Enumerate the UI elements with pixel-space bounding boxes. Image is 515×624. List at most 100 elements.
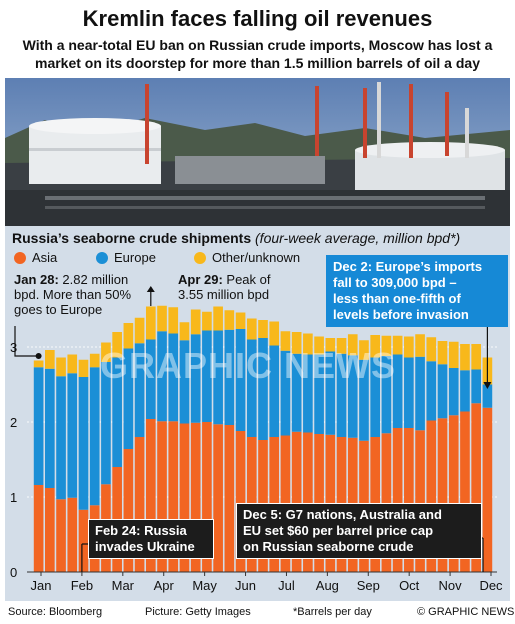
bar-europe-35 bbox=[426, 361, 437, 421]
bar-other-unknown-20 bbox=[258, 320, 268, 338]
x-tick-label-jul: Jul bbox=[278, 578, 295, 593]
bar-other-unknown-37 bbox=[448, 341, 459, 368]
bar-europe-23 bbox=[291, 353, 302, 432]
bar-other-unknown-6 bbox=[101, 342, 111, 362]
chart-unit-note: (four-week average, million bpd*) bbox=[255, 230, 461, 246]
x-tick-label-jun: Jun bbox=[235, 578, 256, 593]
bar-other-unknown-10 bbox=[145, 306, 156, 340]
annotation-dec2-line1: Dec 2: Europe’s imports bbox=[333, 259, 483, 274]
bar-europe-33 bbox=[404, 357, 414, 428]
bar-other-unknown-32 bbox=[392, 335, 403, 355]
bar-asia-34 bbox=[415, 430, 425, 572]
bar-europe-15 bbox=[202, 330, 212, 422]
bar-europe-36 bbox=[437, 364, 448, 419]
bar-europe-14 bbox=[190, 334, 201, 423]
annotation-apr29-text2: 3.55 million bpd bbox=[178, 287, 270, 302]
bar-asia-39 bbox=[471, 403, 481, 572]
y-tick-label: 2 bbox=[10, 415, 17, 430]
bar-europe-24 bbox=[303, 354, 313, 433]
bar-asia-17 bbox=[224, 425, 235, 572]
footer-credit: © GRAPHIC NEWS bbox=[417, 606, 515, 618]
bar-other-unknown-26 bbox=[325, 338, 336, 352]
leader-dec2-arrow bbox=[483, 382, 492, 389]
bar-other-unknown-24 bbox=[303, 333, 313, 355]
bar-asia-11 bbox=[157, 421, 167, 572]
bar-other-unknown-25 bbox=[314, 336, 324, 355]
bar-other-unknown-11 bbox=[157, 305, 167, 332]
bar-europe-10 bbox=[145, 339, 156, 419]
bar-other-unknown-21 bbox=[269, 321, 280, 346]
y-tick-label: 3 bbox=[10, 340, 17, 355]
bar-europe-13 bbox=[179, 340, 190, 424]
crude-shipments-chart: 0 1 2 3 Jan Feb Mar Apr May Jun Jul Aug Sep Oct Nov Dec bbox=[10, 286, 503, 593]
x-tick-label-oct: Oct bbox=[399, 578, 420, 593]
bar-other-unknown-14 bbox=[190, 309, 201, 335]
annotation-apr29-text1: Peak of bbox=[222, 272, 271, 287]
bar-europe-7 bbox=[112, 357, 122, 467]
bar-other-unknown-35 bbox=[426, 337, 437, 362]
bar-europe-34 bbox=[415, 356, 425, 431]
bar-europe-1 bbox=[45, 368, 55, 488]
bar-europe-21 bbox=[269, 345, 280, 437]
bar-asia-0 bbox=[33, 485, 44, 572]
bar-europe-11 bbox=[157, 331, 167, 422]
bar-other-unknown-31 bbox=[381, 335, 392, 356]
bar-other-unknown-13 bbox=[179, 322, 190, 341]
x-tick-label-mar: Mar bbox=[112, 578, 135, 593]
x-tick-label-apr: Apr bbox=[154, 578, 175, 593]
bar-europe-32 bbox=[392, 354, 403, 428]
bar-other-unknown-7 bbox=[112, 332, 122, 358]
bar-asia-35 bbox=[426, 420, 437, 572]
bar-europe-31 bbox=[381, 356, 392, 434]
bar-other-unknown-2 bbox=[56, 357, 66, 377]
annotation-dec5-line1: Dec 5: G7 nations, Australia and bbox=[243, 507, 442, 522]
bar-other-unknown-38 bbox=[460, 344, 470, 371]
annotation-apr29-head: Apr 29: bbox=[178, 272, 223, 287]
bar-asia-14 bbox=[190, 422, 201, 572]
annotation-feb24-line1: Feb 24: Russia bbox=[95, 523, 187, 538]
annotation-dec2-line3: less than one-fifth of bbox=[333, 291, 461, 306]
bar-europe-3 bbox=[67, 373, 78, 498]
bar-other-unknown-22 bbox=[280, 331, 291, 351]
bar-asia-18 bbox=[235, 431, 246, 572]
bar-europe-39 bbox=[471, 369, 481, 404]
bar-asia-31 bbox=[381, 433, 392, 572]
bar-asia-3 bbox=[67, 497, 78, 572]
bar-asia-40 bbox=[482, 407, 493, 572]
bar-europe-28 bbox=[347, 355, 358, 438]
bar-europe-5 bbox=[89, 367, 100, 506]
legend-item-other: Other/unknown bbox=[194, 250, 300, 265]
footer-picture: Picture: Getty Images bbox=[145, 606, 251, 618]
bar-europe-25 bbox=[314, 354, 324, 434]
annotation-dec5-line2: EU set $60 per barrel price cap bbox=[243, 523, 434, 538]
bar-other-unknown-27 bbox=[336, 338, 347, 354]
bar-europe-6 bbox=[101, 362, 111, 485]
bar-asia-38 bbox=[460, 411, 470, 572]
page-title: Kremlin faces falling oil revenues bbox=[82, 6, 433, 31]
bar-europe-12 bbox=[168, 333, 179, 422]
bar-other-unknown-16 bbox=[213, 306, 223, 331]
bar-europe-29 bbox=[359, 359, 369, 441]
x-tick-label-dec: Dec bbox=[479, 578, 503, 593]
bar-europe-18 bbox=[235, 329, 246, 431]
leader-jan28 bbox=[14, 326, 39, 357]
annotation-feb24-line2: invades Ukraine bbox=[95, 539, 195, 554]
leader-jan28-dot bbox=[35, 353, 42, 359]
page-subtitle: With a near-total EU ban on Russian crud… bbox=[22, 37, 493, 71]
bar-other-unknown-12 bbox=[168, 307, 179, 334]
bar-europe-38 bbox=[460, 370, 470, 412]
footer-note: *Barrels per day bbox=[293, 606, 372, 618]
bar-other-unknown-5 bbox=[89, 353, 100, 368]
bar-asia-32 bbox=[392, 428, 403, 572]
bar-other-unknown-29 bbox=[359, 340, 369, 360]
y-tick-label: 0 bbox=[10, 565, 17, 580]
bar-europe-8 bbox=[123, 348, 134, 449]
bar-asia-10 bbox=[145, 419, 156, 572]
x-tick-label-nov: Nov bbox=[439, 578, 463, 593]
bar-other-unknown-23 bbox=[291, 332, 302, 354]
legend-label-other: Other/unknown bbox=[212, 250, 301, 265]
bar-asia-12 bbox=[168, 421, 179, 572]
annotation-jan28-text2: bpd. More than 50% bbox=[14, 287, 132, 302]
bar-other-unknown-28 bbox=[347, 334, 358, 356]
bar-other-unknown-17 bbox=[224, 310, 235, 330]
